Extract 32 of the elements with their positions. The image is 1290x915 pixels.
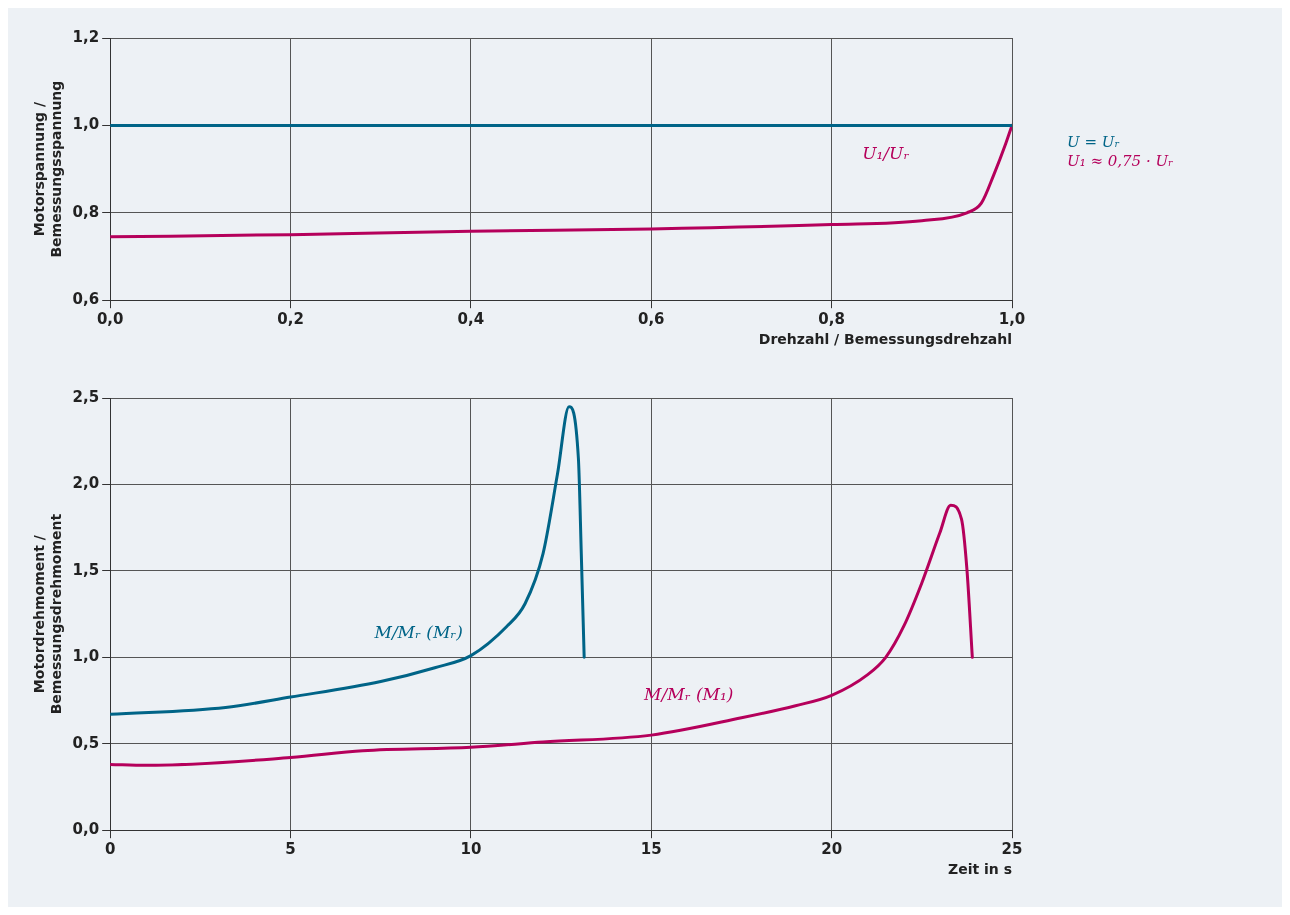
y-tick-label: 0,0 [72,820,100,839]
y-tick-label: 0,6 [72,290,100,309]
annotation: U₁/Uᵣ [862,143,910,164]
x-axis-title: Zeit in s [948,861,1012,878]
series-label: M/Mᵣ (Mᵣ) [373,621,463,642]
x-tick-label: 5 [285,840,296,859]
x-tick-label: 25 [1001,840,1023,859]
x-tick-label: 0,8 [818,310,845,329]
y-tick-label: 0,5 [72,733,100,752]
x-tick-label: 0,6 [637,310,665,329]
x-tick-label: 0,4 [457,310,485,329]
x-tick-label: 1,0 [998,310,1026,329]
text: U = Uᵣ [1067,133,1121,152]
line-series [110,503,974,767]
x-tick-label: 15 [640,840,662,859]
y-tick-label: 1,5 [72,560,100,579]
text: U₁ ≈ 0,75 · Uᵣ [1067,152,1174,171]
y-tick-label: 0,8 [72,202,100,221]
y-axis-title: Motordrehmoment / Bemessungsdrehmoment [31,513,64,715]
x-tick-label: 20 [821,840,843,859]
y-tick-label: 1,0 [72,647,100,666]
x-tick-label: 0,0 [96,310,124,329]
x-tick-label: 0 [104,840,116,859]
y-tick-label: 2,5 [72,387,100,406]
x-axis-title: Drehzahl / Bemessungsdrehzahl [758,331,1012,348]
y-tick-label: 1,2 [72,27,100,46]
line-series [110,405,586,716]
x-tick-label: 10 [460,840,482,859]
x-tick-label: 0,2 [277,310,304,329]
y-tick-label: 1,0 [72,115,100,134]
y-tick-label: 2,0 [72,474,100,493]
y-axis-title: Motorspannung / Bemessungsspannung [31,80,64,258]
